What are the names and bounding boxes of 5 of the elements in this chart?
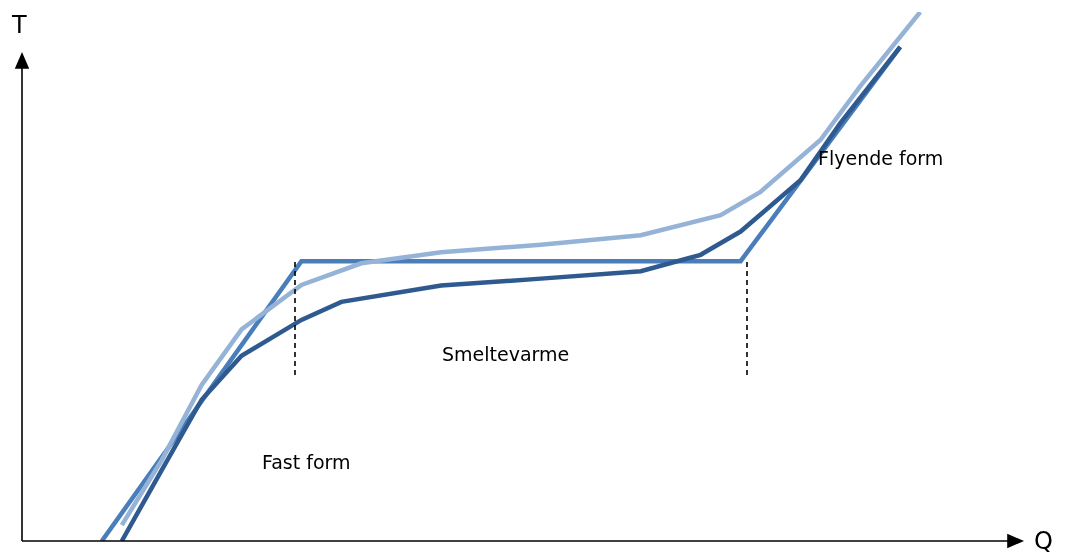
y-axis-title: T (11, 11, 27, 39)
annotation: Flyende form (818, 147, 944, 169)
x-axis-title: Q (1034, 527, 1053, 553)
annotation: Fast form (262, 451, 351, 473)
annotation: Smeltevarme (442, 343, 570, 365)
